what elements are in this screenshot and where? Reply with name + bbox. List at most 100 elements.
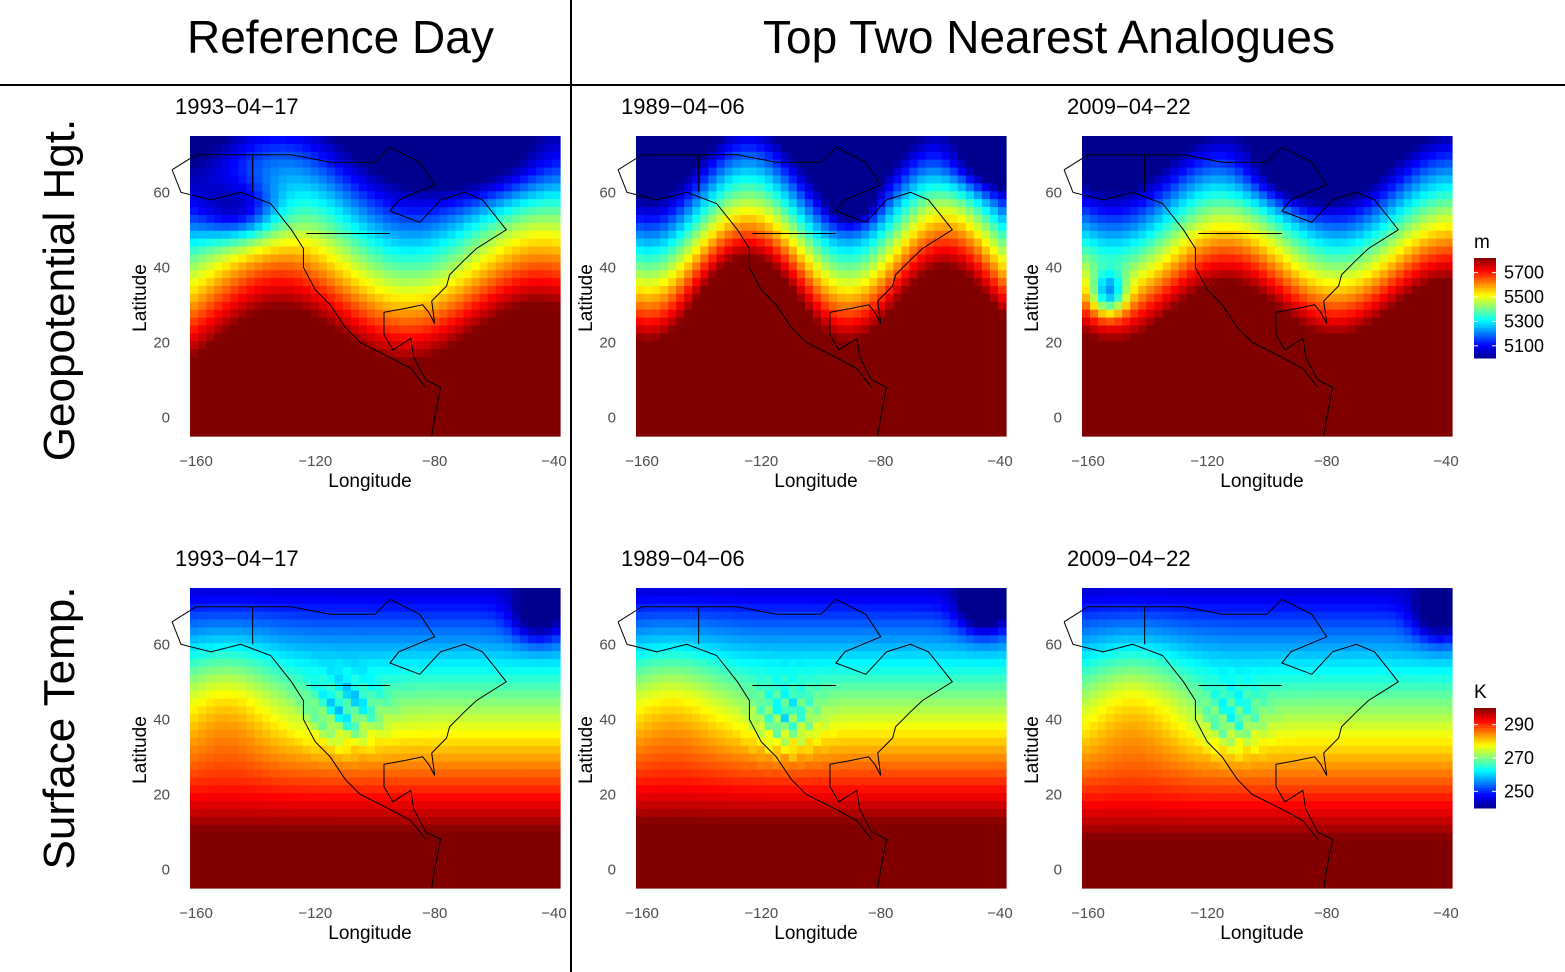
heatmap-cell xyxy=(1162,254,1172,263)
heatmap-cell xyxy=(198,309,207,319)
heatmap-cell xyxy=(652,301,661,311)
heatmap-cell xyxy=(1114,270,1123,279)
heatmap-cell xyxy=(1114,380,1123,390)
heatmap-cell xyxy=(310,136,320,145)
heatmap-cell xyxy=(238,167,247,177)
heatmap-cell xyxy=(302,388,312,398)
heatmap-cell xyxy=(1082,404,1091,413)
heatmap-cell xyxy=(652,270,661,279)
heatmap-cell xyxy=(780,325,790,334)
heatmap-cell xyxy=(1242,372,1252,382)
heatmap-cell xyxy=(447,270,457,279)
heatmap-cell xyxy=(302,222,312,232)
heatmap-cell xyxy=(636,396,645,406)
heatmap-cell xyxy=(487,199,497,208)
heatmap-cell xyxy=(471,372,481,382)
heatmap-cell xyxy=(989,396,999,406)
heatmap-cell xyxy=(917,143,927,153)
heatmap-cell xyxy=(527,286,537,295)
heatmap-cell xyxy=(1186,341,1196,350)
heatmap-cell xyxy=(1267,333,1276,342)
heatmap-cell xyxy=(1138,293,1147,303)
heatmap-cell xyxy=(1114,151,1123,161)
heatmap-cell xyxy=(198,270,207,279)
heatmap-cell xyxy=(652,278,661,287)
heatmap-cell xyxy=(479,167,489,177)
heatmap-cell xyxy=(1170,191,1180,200)
heatmap-cell xyxy=(644,428,653,437)
heatmap-cell xyxy=(965,388,975,398)
heatmap-cell xyxy=(949,270,959,279)
heatmap-cell xyxy=(724,325,734,334)
heatmap-cell xyxy=(1146,341,1155,350)
heatmap-cell xyxy=(748,364,758,374)
heatmap-cell xyxy=(423,325,432,334)
heatmap-cell xyxy=(206,278,215,287)
heatmap-cell xyxy=(1283,380,1292,390)
heatmap-cell xyxy=(877,222,886,232)
heatmap-cell xyxy=(1347,372,1357,382)
heatmap-cell xyxy=(1258,175,1268,184)
heatmap-cell xyxy=(861,341,870,350)
heatmap-cell xyxy=(845,159,854,169)
heatmap-cell xyxy=(700,262,709,271)
heatmap-cell xyxy=(350,167,360,177)
heatmap-cell xyxy=(981,333,991,342)
heatmap-cell xyxy=(949,183,959,192)
heatmap-cell xyxy=(350,159,360,169)
heatmap-cell xyxy=(1275,151,1284,161)
heatmap-cell xyxy=(1323,388,1332,398)
heatmap-cell xyxy=(503,246,513,256)
heatmap-cell xyxy=(845,175,854,184)
heatmap-cell xyxy=(788,167,798,177)
heatmap-cell xyxy=(796,159,806,169)
heatmap-cell xyxy=(1275,317,1284,327)
heatmap-cell xyxy=(861,412,870,421)
heatmap-cell xyxy=(1082,349,1091,358)
heatmap-cell xyxy=(1226,286,1236,295)
heatmap-cell xyxy=(885,293,894,303)
heatmap-cell xyxy=(1363,412,1373,421)
heatmap-cell xyxy=(684,333,693,342)
heatmap-cell xyxy=(708,325,718,334)
coastline-path xyxy=(617,146,954,437)
heatmap-cell xyxy=(812,246,822,256)
heatmap-cell xyxy=(415,222,424,232)
heatmap-cell xyxy=(788,191,798,200)
heatmap-cell xyxy=(270,380,280,390)
heatmap-cell xyxy=(989,238,999,248)
heatmap-cell xyxy=(1315,167,1324,177)
heatmap-cell xyxy=(684,167,693,177)
heatmap-cell xyxy=(796,412,806,421)
heatmap-cell xyxy=(1323,357,1332,366)
heatmap-cell xyxy=(1098,317,1107,327)
heatmap-cell xyxy=(965,357,975,366)
heatmap-cell xyxy=(246,412,255,421)
heatmap-cell xyxy=(1138,349,1147,358)
heatmap-cell xyxy=(1098,262,1107,271)
heatmap-cell xyxy=(949,428,959,437)
heatmap-cell xyxy=(391,143,400,153)
heatmap-cell xyxy=(503,175,513,184)
heatmap-cell xyxy=(479,230,489,240)
heatmap-cell xyxy=(1090,420,1099,429)
heatmap-cell xyxy=(1130,230,1139,240)
heatmap-cell xyxy=(636,286,645,295)
heatmap-cell xyxy=(1323,199,1332,208)
heatmap-cell xyxy=(636,214,645,224)
heatmap-cell xyxy=(812,428,822,437)
heatmap-cell xyxy=(439,230,448,240)
heatmap-cell xyxy=(740,301,750,311)
heatmap-cell xyxy=(660,333,669,342)
heatmap-cell xyxy=(423,246,432,256)
heatmap-cell xyxy=(1267,396,1276,406)
heatmap-cell xyxy=(1355,388,1365,398)
heatmap-cell xyxy=(1267,222,1276,232)
heatmap-cell xyxy=(358,286,368,295)
heatmap-cell xyxy=(415,175,424,184)
heatmap-cell xyxy=(535,404,545,413)
heatmap-cell xyxy=(463,396,473,406)
heatmap-cell xyxy=(230,349,239,358)
heatmap-cell xyxy=(455,270,465,279)
